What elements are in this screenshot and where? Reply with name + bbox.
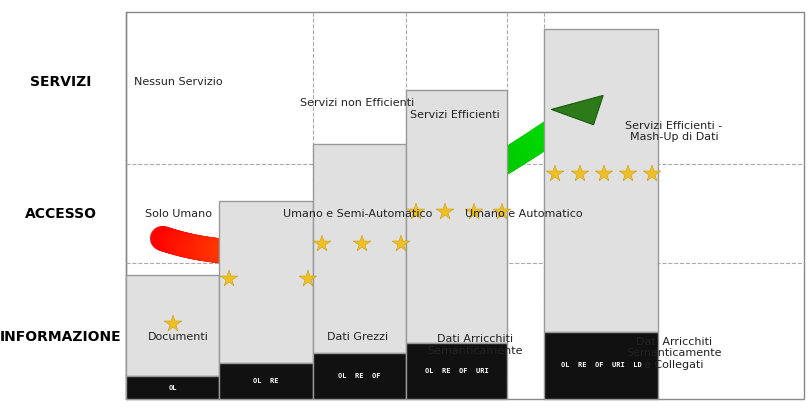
Bar [312,353,406,399]
Bar [126,275,219,376]
Text: ACCESSO: ACCESSO [25,207,97,221]
Bar [406,343,507,399]
Text: INFORMAZIONE: INFORMAZIONE [0,330,122,344]
Bar [543,29,657,332]
Polygon shape [551,95,603,125]
Text: OL  RE: OL RE [253,378,278,384]
Text: Nessun Servizio: Nessun Servizio [134,77,223,87]
Bar [219,201,312,363]
Text: Servizi non Efficienti: Servizi non Efficienti [300,98,414,108]
Text: Dati Arricchiti
Semanticamente: Dati Arricchiti Semanticamente [427,335,522,356]
Text: Solo Umano: Solo Umano [145,209,212,219]
Text: Umano e Automatico: Umano e Automatico [465,209,581,219]
Bar [543,332,657,399]
Bar [219,363,312,399]
Text: SERVIZI: SERVIZI [30,75,92,89]
Bar [312,144,406,353]
Text: Umano e Semi-Automatico: Umano e Semi-Automatico [282,209,431,219]
Text: Servizi Efficienti: Servizi Efficienti [410,110,499,120]
Text: OL  RE  OF  URI: OL RE OF URI [424,368,488,374]
Bar [406,90,507,343]
Bar [126,376,219,399]
Text: Documenti: Documenti [148,332,208,342]
Text: OL: OL [168,385,177,390]
Text: OL  RE  OF  URI  LD: OL RE OF URI LD [560,363,641,368]
Text: OL  RE  OF: OL RE OF [337,373,380,379]
Text: Dati Arricchiti
Semanticamente
e Collegati: Dati Arricchiti Semanticamente e Collega… [625,337,721,370]
Bar [126,12,803,399]
Text: Servizi Efficienti -
Mash-Up di Dati: Servizi Efficienti - Mash-Up di Dati [624,121,722,142]
Text: Dati Grezzi: Dati Grezzi [326,332,388,342]
